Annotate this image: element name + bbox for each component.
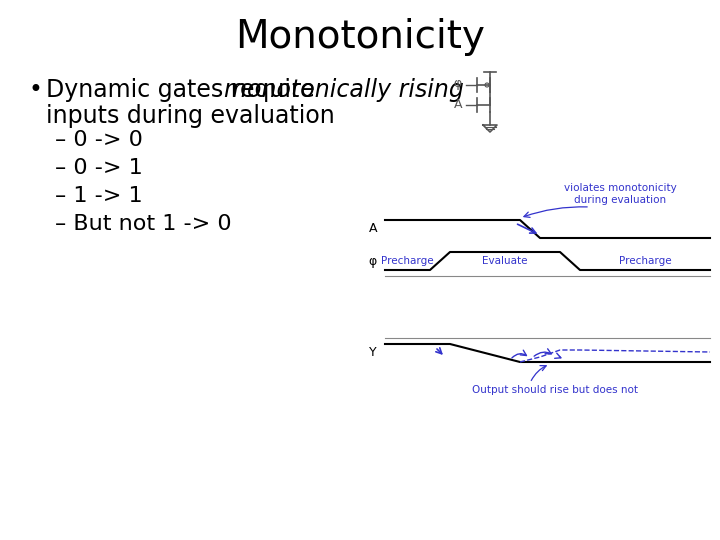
Text: Dynamic gates require: Dynamic gates require — [46, 78, 323, 102]
Text: •: • — [28, 78, 42, 102]
Text: Precharge: Precharge — [381, 256, 433, 266]
Text: – 1 -> 1: – 1 -> 1 — [55, 186, 143, 206]
Text: Y: Y — [369, 347, 377, 360]
Text: violates monotonicity
during evaluation: violates monotonicity during evaluation — [564, 184, 676, 205]
Text: Output should rise but does not: Output should rise but does not — [472, 385, 638, 395]
Text: – But not 1 -> 0: – But not 1 -> 0 — [55, 214, 232, 234]
Text: – 0 -> 1: – 0 -> 1 — [55, 158, 143, 178]
Text: Precharge: Precharge — [618, 256, 671, 266]
Text: φ: φ — [454, 77, 462, 90]
Text: A: A — [454, 98, 462, 111]
Text: φ: φ — [369, 254, 377, 267]
Text: Evaluate: Evaluate — [482, 256, 528, 266]
Text: A: A — [369, 222, 377, 235]
Text: monotonically rising: monotonically rising — [224, 78, 464, 102]
Text: Monotonicity: Monotonicity — [235, 18, 485, 56]
Text: – 0 -> 0: – 0 -> 0 — [55, 130, 143, 150]
Text: inputs during evaluation: inputs during evaluation — [46, 104, 335, 128]
